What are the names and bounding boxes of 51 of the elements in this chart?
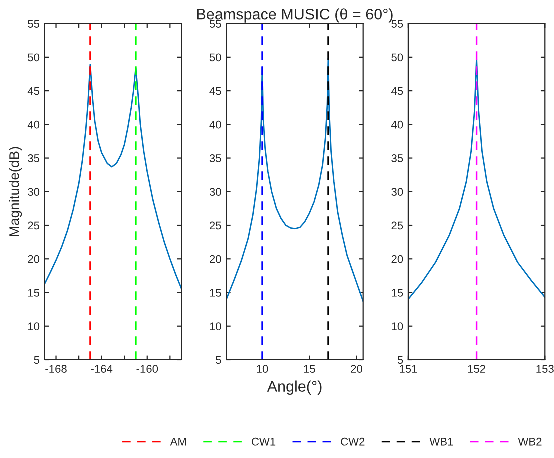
legend-label: CW2 (341, 438, 365, 446)
y-tick-label: 35 (210, 154, 222, 162)
x-tick-label: -168 (46, 365, 67, 374)
x-tick-label: 20 (351, 365, 362, 374)
y-tick-label: 50 (28, 54, 40, 62)
y-tick-label: 5 (34, 356, 40, 364)
y-tick-label: 10 (28, 322, 40, 331)
y-tick-label: 35 (392, 154, 404, 162)
y-tick-label: 20 (392, 255, 404, 264)
legend-label: WB2 (518, 438, 542, 446)
y-tick-label: 25 (392, 222, 404, 230)
line-series (408, 58, 546, 300)
y-tick-label: 10 (210, 322, 222, 331)
y-tick-label: 30 (28, 188, 40, 196)
x-tick-label: 152 (468, 365, 486, 374)
y-tick-label: 30 (392, 188, 404, 196)
x-tick-label: -160 (136, 365, 158, 374)
y-tick-label: 5 (216, 356, 222, 364)
y-tick-label: 50 (210, 54, 222, 62)
y-tick-label: 35 (28, 154, 40, 162)
y-tick-label: 40 (210, 120, 222, 129)
legend-label: AM (170, 438, 186, 446)
y-tick-label: 55 (28, 20, 40, 28)
x-tick-label: -164 (91, 365, 113, 374)
y-axis-title: Magnitude(dB) (9, 147, 22, 236)
legend-label: WB1 (430, 438, 454, 446)
y-tick-label: 55 (392, 20, 404, 28)
y-tick-label: 45 (210, 87, 222, 96)
y-tick-label: 45 (28, 87, 40, 96)
x-axis-title: Angle(°) (267, 380, 322, 396)
x-tick-label: 15 (304, 365, 316, 374)
line-series (44, 64, 182, 290)
y-tick-label: 20 (210, 255, 222, 264)
x-tick-label: 153 (536, 365, 554, 374)
line-series (226, 58, 364, 302)
y-tick-label: 5 (398, 356, 404, 364)
y-tick-label: 15 (392, 289, 404, 297)
y-tick-label: 25 (210, 222, 222, 230)
y-tick-label: 10 (392, 322, 404, 331)
x-tick-label: 10 (257, 365, 268, 374)
y-tick-label: 40 (391, 120, 404, 129)
y-tick-label: 15 (210, 289, 222, 297)
legend-label: CW1 (252, 438, 276, 446)
y-tick-label: 50 (392, 54, 404, 62)
y-tick-label: 20 (28, 255, 40, 264)
y-tick-label: 45 (391, 87, 404, 96)
y-tick-label: 40 (28, 120, 40, 129)
x-tick-label: 151 (400, 365, 418, 374)
y-tick-label: 30 (210, 188, 222, 196)
y-tick-label: 25 (28, 222, 40, 230)
y-tick-label: 15 (28, 289, 40, 297)
